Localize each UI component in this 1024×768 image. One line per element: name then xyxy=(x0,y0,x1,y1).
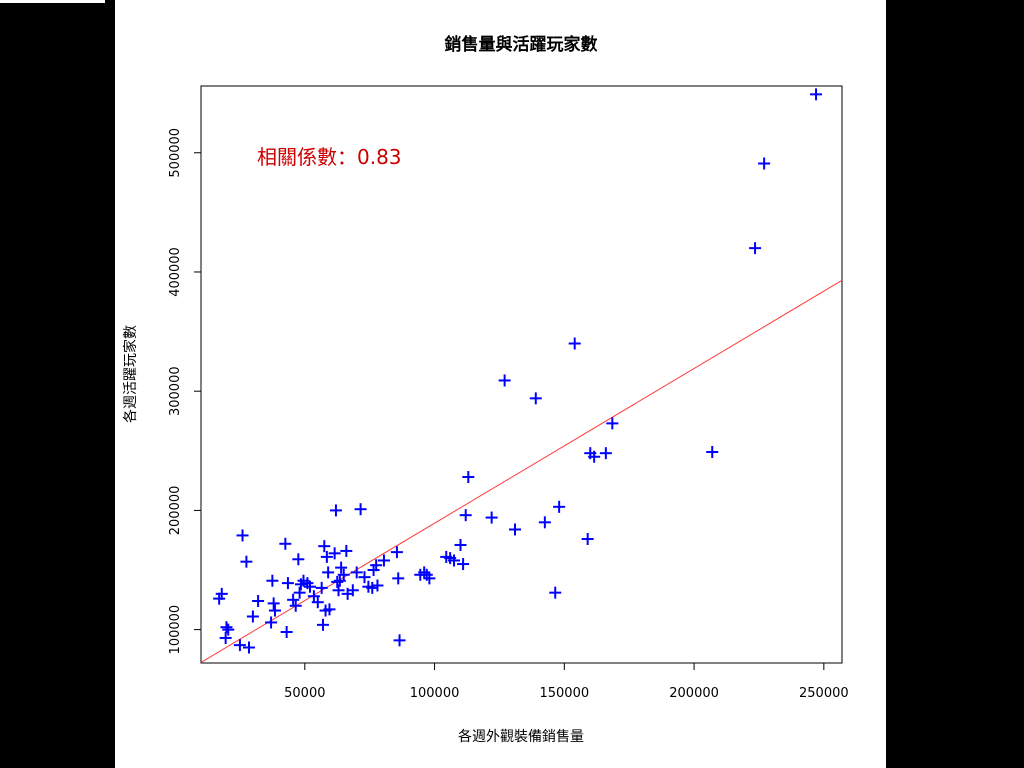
data-point xyxy=(328,547,341,560)
data-point xyxy=(749,242,762,255)
x-tick-label: 150000 xyxy=(539,686,589,701)
y-tick-label: 200000 xyxy=(168,486,183,536)
data-point xyxy=(220,621,233,634)
data-point xyxy=(568,337,581,350)
data-point xyxy=(320,550,333,563)
plot-frame xyxy=(200,85,843,664)
data-point xyxy=(322,566,335,579)
y-tick-label: 500000 xyxy=(168,128,183,178)
data-point xyxy=(280,626,293,639)
data-point xyxy=(233,639,246,652)
data-point xyxy=(581,533,594,546)
data-point xyxy=(293,586,306,599)
x-tick-label: 200000 xyxy=(669,686,719,701)
data-point xyxy=(279,537,292,550)
data-point xyxy=(337,568,350,581)
data-point xyxy=(418,566,431,579)
x-tick-label: 50000 xyxy=(284,686,325,701)
data-point xyxy=(358,571,371,584)
data-point xyxy=(289,599,302,612)
data-point xyxy=(371,579,384,592)
data-point xyxy=(236,529,249,542)
x-axis-title: 各週外觀裝備銷售量 xyxy=(458,729,584,745)
data-point xyxy=(222,623,235,636)
data-point xyxy=(457,558,470,571)
data-point xyxy=(323,603,336,616)
data-point xyxy=(454,538,467,551)
data-point xyxy=(606,417,619,430)
data-point xyxy=(329,504,342,517)
data-point xyxy=(316,618,329,631)
data-point xyxy=(588,450,601,463)
regression-line xyxy=(200,279,843,663)
data-point xyxy=(311,596,324,609)
data-point xyxy=(346,584,359,597)
y-axis-title: 各週活躍玩家數 xyxy=(122,325,139,423)
chart-slide: 銷售量與活躍玩家數 50000 100000 150000 200000 250000 … xyxy=(115,0,886,768)
data-point xyxy=(331,575,344,588)
data-point xyxy=(266,574,279,587)
x-tick-label: 250000 xyxy=(799,686,849,701)
data-point xyxy=(377,554,390,567)
data-point xyxy=(538,516,551,529)
data-point xyxy=(265,616,278,629)
data-point xyxy=(529,392,542,405)
data-point xyxy=(509,523,522,536)
data-point xyxy=(240,555,253,568)
data-point xyxy=(390,546,403,559)
data-point xyxy=(267,597,280,610)
data-point xyxy=(350,566,363,579)
data-point xyxy=(246,610,259,623)
data-point xyxy=(318,540,331,553)
data-point xyxy=(758,157,771,170)
data-point xyxy=(315,581,328,594)
data-point xyxy=(335,561,348,574)
regression-line-group xyxy=(200,279,843,663)
data-point xyxy=(287,593,300,606)
data-point xyxy=(366,581,379,594)
data-point xyxy=(292,553,305,566)
data-point xyxy=(459,509,472,522)
data-point xyxy=(549,586,562,599)
y-tick-label: 100000 xyxy=(168,605,183,655)
data-point xyxy=(219,631,232,644)
data-point xyxy=(498,374,511,387)
data-point xyxy=(268,604,281,617)
data-point xyxy=(370,559,383,572)
x-axis: 50000 100000 150000 200000 250000 xyxy=(284,662,849,701)
scatter-points xyxy=(213,88,823,654)
data-point xyxy=(485,511,498,524)
correlation-annotation: 相關係數：0.83 xyxy=(257,145,402,169)
y-tick-label: 300000 xyxy=(168,366,183,416)
data-point xyxy=(303,580,316,593)
y-axis: 100000 200000 300000 400000 500000 xyxy=(168,128,202,655)
data-point xyxy=(393,634,406,647)
data-point xyxy=(706,445,719,458)
data-point xyxy=(281,577,294,590)
data-point xyxy=(423,572,436,585)
data-point xyxy=(354,503,367,516)
data-point xyxy=(215,587,228,600)
data-point xyxy=(448,554,461,567)
data-point xyxy=(810,88,823,101)
data-point xyxy=(252,595,265,608)
data-point xyxy=(599,447,612,460)
data-point xyxy=(340,544,353,557)
data-point xyxy=(462,471,475,484)
data-point xyxy=(243,641,256,654)
y-tick-label: 400000 xyxy=(168,247,183,297)
chart-title: 銷售量與活躍玩家數 xyxy=(445,34,598,55)
x-tick-label: 100000 xyxy=(410,686,460,701)
scatter-chart: 銷售量與活躍玩家數 50000 100000 150000 200000 250000 … xyxy=(122,34,849,745)
data-point xyxy=(392,572,405,585)
data-point xyxy=(332,584,345,597)
data-point xyxy=(553,500,566,513)
top-left-rule xyxy=(0,0,105,3)
